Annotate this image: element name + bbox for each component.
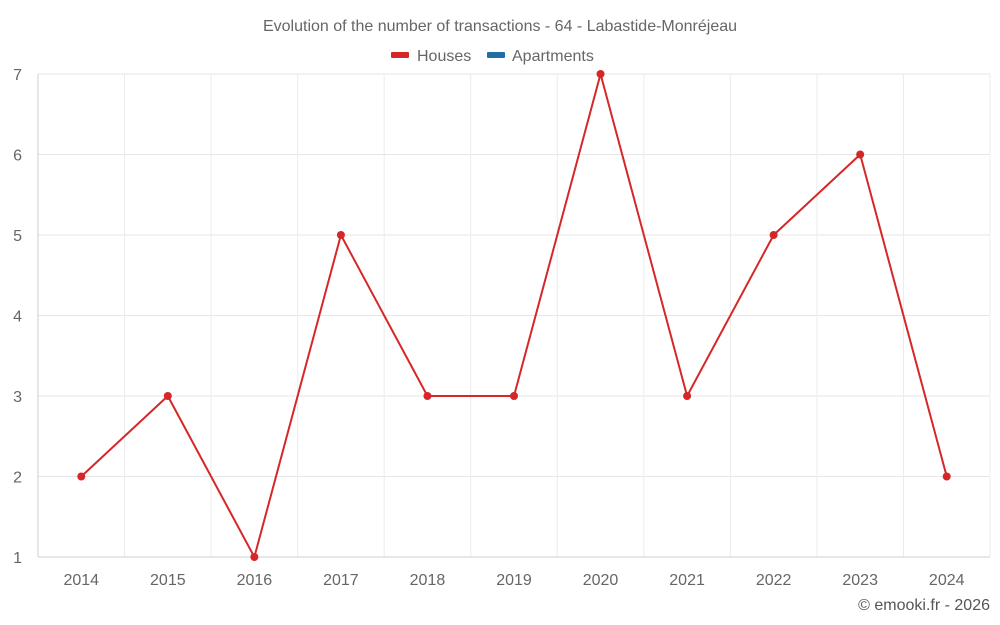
grid: [37, 73, 991, 557]
y-tick-label-2: 2: [13, 470, 22, 487]
data-point-houses-2023[interactable]: [856, 150, 865, 159]
data-point-houses-2024[interactable]: [942, 472, 951, 481]
data-point-houses-2017[interactable]: [336, 231, 345, 239]
x-tick-label-2014: 2014: [63, 572, 99, 589]
x-tick-label-2021: 2021: [669, 572, 705, 589]
data-point-houses-2015[interactable]: [163, 392, 172, 400]
legend-label-apartments: Apartments: [512, 48, 594, 65]
y-axis-labels: 1 2 3 4 5 6 7: [13, 67, 22, 567]
x-tick-label-2017: 2017: [323, 572, 359, 589]
y-tick-label-4: 4: [13, 309, 22, 326]
legend-item-apartments[interactable]: Apartments: [487, 48, 594, 65]
x-tick-label-2024: 2024: [929, 572, 965, 589]
x-tick-label-2023: 2023: [842, 572, 878, 589]
data-point-houses-2018[interactable]: [423, 392, 432, 400]
x-tick-label-2015: 2015: [150, 572, 186, 589]
y-tick-label-3: 3: [13, 389, 22, 406]
data-point-houses-2019[interactable]: [510, 392, 518, 400]
x-tick-label-2016: 2016: [237, 572, 273, 589]
chart-title: Evolution of the number of transactions …: [263, 18, 737, 35]
y-tick-label-6: 6: [13, 148, 22, 165]
legend-swatch-houses: [391, 52, 409, 58]
x-tick-label-2022: 2022: [756, 572, 792, 589]
data-point-houses-2021[interactable]: [683, 392, 692, 400]
data-point-houses-2016[interactable]: [250, 553, 259, 561]
x-tick-label-2018: 2018: [410, 572, 446, 589]
credit-text: © emooki.fr - 2026: [858, 597, 990, 614]
y-tick-label-7: 7: [13, 67, 22, 84]
data-point-houses-2020[interactable]: [596, 70, 605, 78]
y-tick-label-5: 5: [13, 228, 22, 245]
series-houses: [77, 70, 951, 561]
axes: [37, 74, 990, 558]
x-axis-labels: 2014 2015 2016 2017 2018 2019 2020 2021 2022 2023…: [63, 572, 964, 589]
legend-swatch-apartments: [487, 52, 505, 58]
y-tick-label-1: 1: [13, 550, 22, 567]
legend-item-houses[interactable]: Houses: [391, 48, 471, 65]
x-tick-label-2019: 2019: [496, 572, 532, 589]
legend: Houses Apartments: [391, 48, 594, 65]
x-tick-label-2020: 2020: [583, 572, 619, 589]
legend-label-houses: Houses: [417, 48, 471, 65]
data-point-houses-2014[interactable]: [77, 472, 86, 481]
data-point-houses-2022[interactable]: [769, 231, 778, 239]
